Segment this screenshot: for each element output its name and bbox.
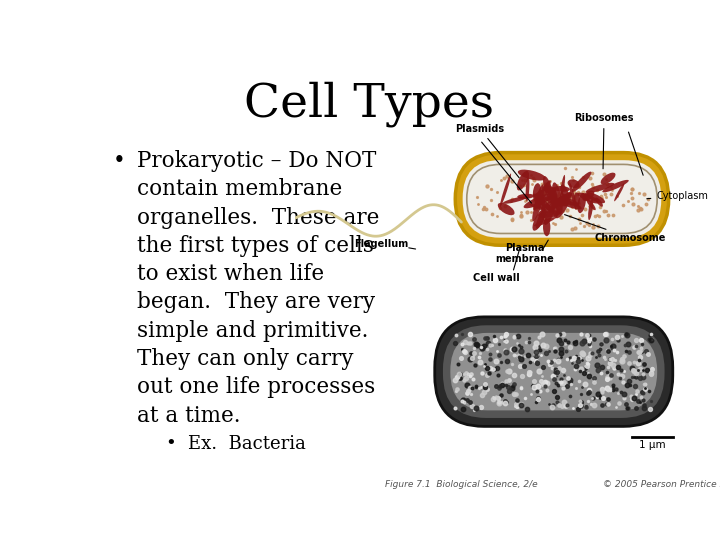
FancyBboxPatch shape xyxy=(450,333,657,410)
Ellipse shape xyxy=(541,201,554,210)
Text: Flagellum: Flagellum xyxy=(354,239,408,249)
Ellipse shape xyxy=(587,193,605,203)
Text: at a time.: at a time. xyxy=(138,404,241,427)
Text: organelles.  These are: organelles. These are xyxy=(138,207,380,228)
Ellipse shape xyxy=(535,197,543,208)
Ellipse shape xyxy=(546,198,567,206)
Ellipse shape xyxy=(503,197,528,204)
Text: 1 μm: 1 μm xyxy=(639,440,665,450)
Ellipse shape xyxy=(577,193,586,213)
Ellipse shape xyxy=(582,191,594,201)
Ellipse shape xyxy=(533,209,546,231)
Ellipse shape xyxy=(567,179,580,188)
Ellipse shape xyxy=(552,187,558,219)
Ellipse shape xyxy=(552,183,562,214)
Ellipse shape xyxy=(614,184,624,201)
Ellipse shape xyxy=(534,217,555,226)
Ellipse shape xyxy=(603,180,629,192)
Text: © 2005 Pearson Prentice Hall, Inc.: © 2005 Pearson Prentice Hall, Inc. xyxy=(603,481,720,489)
Ellipse shape xyxy=(526,176,529,201)
Text: •: • xyxy=(112,150,125,172)
Ellipse shape xyxy=(532,190,544,221)
Ellipse shape xyxy=(560,185,569,200)
Ellipse shape xyxy=(542,186,556,193)
FancyBboxPatch shape xyxy=(455,153,669,245)
Ellipse shape xyxy=(586,183,614,193)
Ellipse shape xyxy=(561,192,571,204)
Text: out one life processes: out one life processes xyxy=(138,376,376,398)
Text: Figure 7.1  Biological Science, 2/e: Figure 7.1 Biological Science, 2/e xyxy=(385,481,538,489)
Text: They can only carry: They can only carry xyxy=(138,348,354,370)
Text: to exist when life: to exist when life xyxy=(138,263,325,285)
FancyBboxPatch shape xyxy=(435,317,672,427)
Text: Prokaryotic – Do NOT: Prokaryotic – Do NOT xyxy=(138,150,377,172)
Ellipse shape xyxy=(529,204,546,211)
Ellipse shape xyxy=(586,199,595,210)
Ellipse shape xyxy=(533,183,541,202)
Ellipse shape xyxy=(569,183,577,210)
Text: Ribosomes: Ribosomes xyxy=(575,113,634,169)
Ellipse shape xyxy=(572,172,591,192)
Ellipse shape xyxy=(539,210,561,218)
Ellipse shape xyxy=(518,170,546,180)
Ellipse shape xyxy=(588,198,593,220)
Text: •: • xyxy=(166,435,176,453)
Ellipse shape xyxy=(500,173,511,207)
Ellipse shape xyxy=(600,173,616,184)
Ellipse shape xyxy=(538,196,557,201)
Text: Cell Types: Cell Types xyxy=(244,82,494,127)
Ellipse shape xyxy=(595,198,603,207)
Ellipse shape xyxy=(534,180,551,210)
Text: began.  They are very: began. They are very xyxy=(138,292,376,313)
Ellipse shape xyxy=(557,199,582,210)
Ellipse shape xyxy=(546,193,572,211)
Text: the first types of cells: the first types of cells xyxy=(138,235,374,257)
Text: Cell wall: Cell wall xyxy=(473,273,520,283)
Ellipse shape xyxy=(537,184,544,197)
Ellipse shape xyxy=(555,193,570,201)
Ellipse shape xyxy=(574,192,580,207)
Ellipse shape xyxy=(577,193,600,204)
Ellipse shape xyxy=(536,204,549,228)
Text: Plasma
membrane: Plasma membrane xyxy=(495,242,554,264)
Text: Cytoplasm: Cytoplasm xyxy=(647,191,708,201)
Ellipse shape xyxy=(544,204,555,225)
Ellipse shape xyxy=(543,176,554,202)
FancyBboxPatch shape xyxy=(443,325,665,418)
FancyBboxPatch shape xyxy=(463,160,661,238)
Ellipse shape xyxy=(560,175,565,199)
Ellipse shape xyxy=(560,198,579,206)
Ellipse shape xyxy=(554,186,570,192)
Ellipse shape xyxy=(517,171,529,191)
Ellipse shape xyxy=(523,193,556,208)
Text: simple and primitive.: simple and primitive. xyxy=(138,320,369,342)
Ellipse shape xyxy=(541,200,545,212)
Text: Plasmids: Plasmids xyxy=(455,124,519,178)
Ellipse shape xyxy=(534,188,546,197)
Text: Chromosome: Chromosome xyxy=(564,214,666,243)
Ellipse shape xyxy=(556,192,572,218)
Ellipse shape xyxy=(498,203,515,215)
Ellipse shape xyxy=(533,193,554,212)
Ellipse shape xyxy=(517,194,534,199)
Text: Ex.  Bacteria: Ex. Bacteria xyxy=(188,435,305,453)
Ellipse shape xyxy=(544,187,557,201)
Text: contain membrane: contain membrane xyxy=(138,178,343,200)
Ellipse shape xyxy=(543,218,550,236)
